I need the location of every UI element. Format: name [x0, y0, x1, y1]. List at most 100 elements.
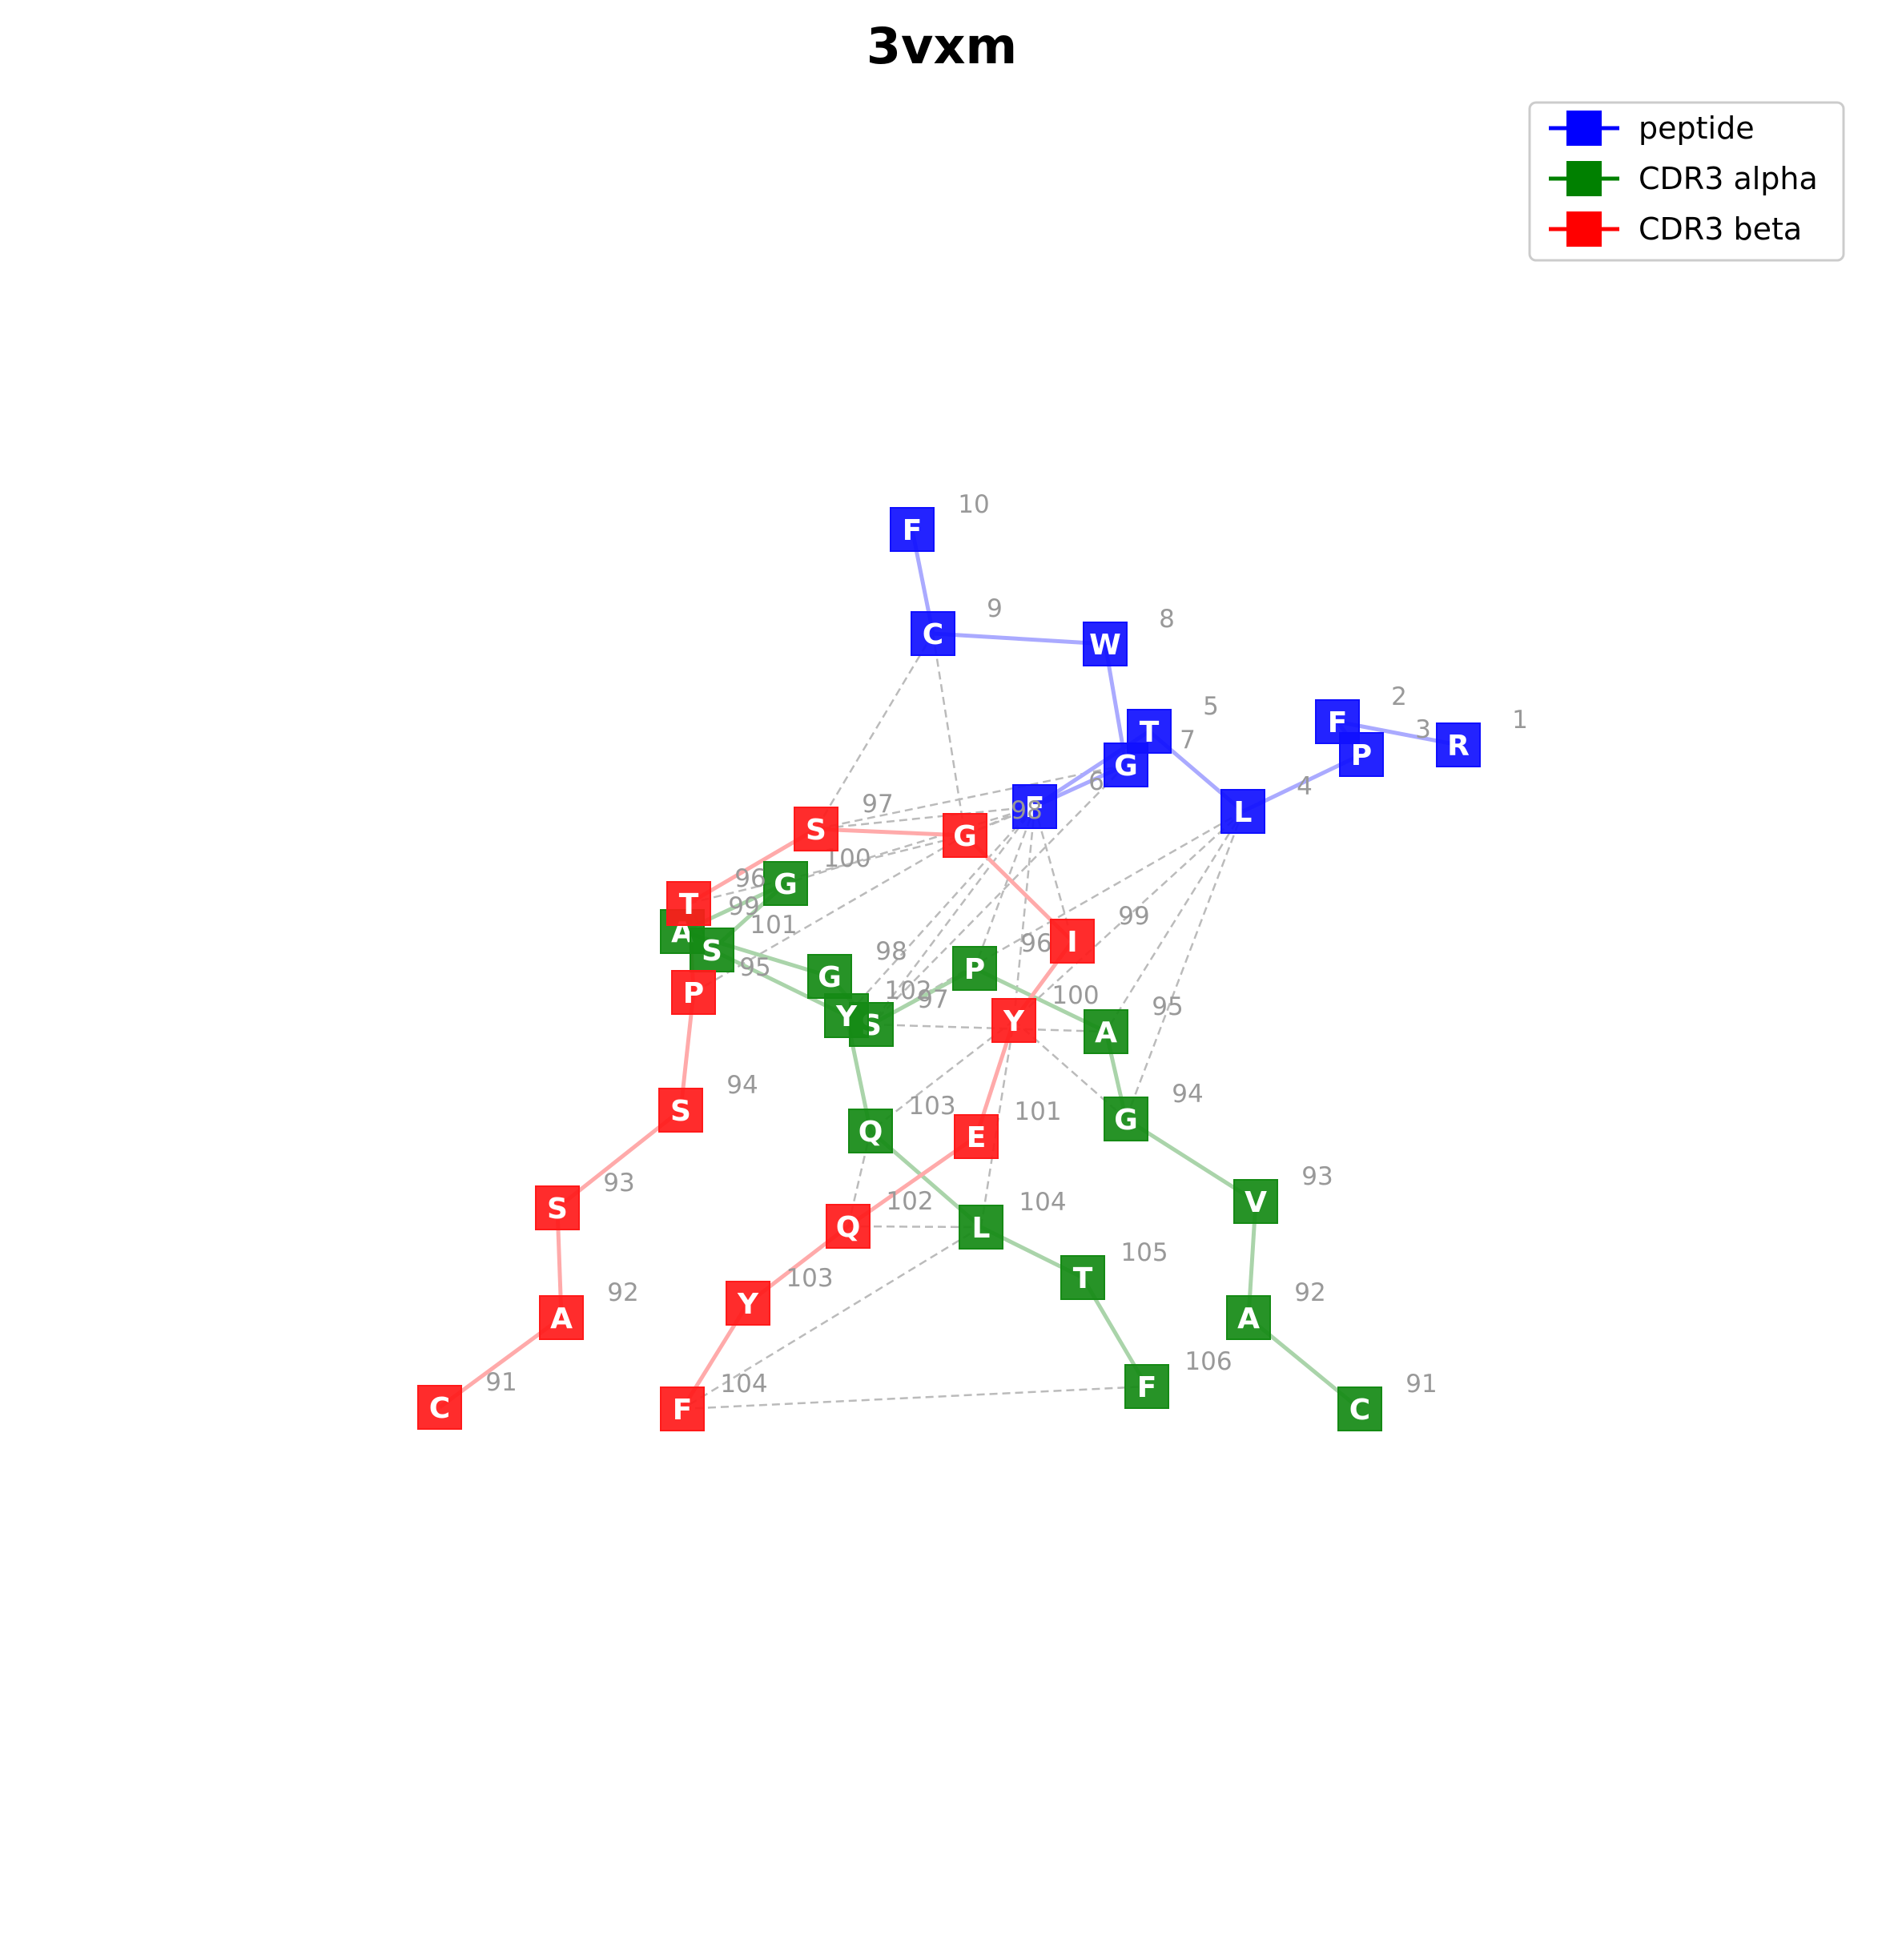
beta-residue-letter: G — [953, 820, 977, 853]
beta-residue-node: I 99 — [1050, 902, 1150, 964]
beta-residue-letter: Y — [737, 1288, 759, 1321]
alpha-residue-number: 106 — [1184, 1347, 1232, 1376]
beta-residue-node: Q 102 — [826, 1187, 934, 1249]
alpha-residue-number: 92 — [1294, 1278, 1325, 1307]
alpha-residue-letter: A — [1095, 1016, 1117, 1049]
peptide-residue-node: W8 — [1083, 605, 1175, 666]
alpha-residue-node: A 95 — [1084, 992, 1184, 1054]
alpha-residue-letter: Y — [835, 1000, 858, 1033]
peptide-residue-letter: G — [1114, 750, 1138, 783]
beta-residue-number: 104 — [720, 1370, 767, 1399]
peptide-residue-letter: F — [1025, 791, 1045, 824]
alpha-residue-letter: P — [964, 953, 985, 986]
peptide-residue-node: R1 — [1436, 706, 1528, 767]
contact-edge — [693, 834, 966, 994]
beta-residue-node: S 94 — [658, 1071, 758, 1133]
beta-residue-node: Y 103 — [726, 1264, 834, 1326]
beta-residue-number: 96 — [734, 864, 766, 893]
contact-edge — [871, 806, 1035, 1025]
beta-residue-node: Y 100 — [991, 981, 1100, 1043]
alpha-residue-box — [848, 1109, 893, 1153]
peptide-residue-number: 8 — [1159, 605, 1175, 634]
beta-residue-number: 97 — [862, 790, 893, 819]
alpha-residue-box — [1124, 1364, 1169, 1409]
peptide-residue-box — [1104, 743, 1148, 787]
alpha-residue-number: 102 — [884, 976, 931, 1005]
beta-residue-node: A 92 — [539, 1278, 639, 1340]
legend-label: CDR3 beta — [1639, 211, 1802, 247]
alpha-residue-node: G 98 — [807, 937, 907, 999]
legend-item: CDR3 alpha — [1549, 161, 1818, 196]
beta-residue-node: C 91 — [417, 1368, 517, 1430]
peptide-residue-box — [1220, 789, 1265, 834]
beta-residue-node: T 96 — [666, 864, 766, 926]
beta-residue-letter: I — [1067, 926, 1077, 959]
alpha-residue-number: 95 — [1152, 992, 1183, 1021]
alpha-residue-node: G 94 — [1104, 1080, 1204, 1141]
alpha-residue-letter: G — [818, 961, 842, 994]
contact-edge — [871, 1023, 1107, 1033]
beta-residue-number: 102 — [886, 1187, 933, 1216]
contact-edge — [1013, 811, 1244, 1021]
alpha-residue-number: 99 — [728, 892, 759, 921]
alpha-residue-number: 104 — [1019, 1188, 1066, 1217]
beta-residue-letter: A — [550, 1302, 573, 1335]
beta-residue-node: S 97 — [794, 790, 894, 851]
beta-residue-node: P 95 — [671, 953, 771, 1015]
legend-item: CDR3 beta — [1549, 211, 1802, 247]
alpha-residue-node: C 91 — [1337, 1370, 1438, 1431]
beta-residue-number: 100 — [1052, 981, 1099, 1010]
peptide-residue-box — [1436, 722, 1481, 767]
beta-residue-box — [943, 813, 987, 858]
peptide-residue-box — [1012, 784, 1057, 829]
legend-swatch — [1566, 111, 1602, 146]
beta-residue-box — [826, 1204, 871, 1249]
alpha-residue-node: S97 — [849, 985, 949, 1047]
contact-edge — [1124, 811, 1245, 1120]
peptide-residue-number: 1 — [1512, 706, 1528, 734]
peptide-residue-node: C9 — [911, 594, 1003, 656]
alpha-residue-node: T 105 — [1060, 1238, 1168, 1300]
beta-residue-letter: C — [429, 1392, 450, 1425]
peptide-residue-number: 10 — [958, 490, 989, 519]
peptide-residue-box — [911, 611, 955, 656]
peptide-residue-number: 6 — [1088, 767, 1104, 796]
beta-residue-number: 92 — [607, 1278, 638, 1307]
alpha-residue-letter: L — [972, 1212, 991, 1245]
alpha-residue-box — [952, 946, 997, 991]
peptide-residue-box — [1083, 622, 1128, 666]
beta-residue-letter: F — [673, 1394, 693, 1427]
legend-frame — [1528, 101, 1845, 262]
beta-residue-box — [991, 998, 1036, 1043]
beta-residue-number: 94 — [726, 1071, 758, 1100]
peptide-residue-number: 4 — [1297, 772, 1313, 801]
peptide-residue-number: 5 — [1203, 692, 1219, 721]
alpha-residue-number: 103 — [908, 1092, 955, 1121]
contact-edge — [1012, 806, 1036, 1021]
alpha-residue-box — [959, 1205, 1003, 1250]
beta-residue-letter: S — [806, 814, 826, 847]
contact-edge — [815, 763, 1127, 831]
alpha-residue-number: 105 — [1120, 1238, 1168, 1267]
alpha-residue-number: 98 — [875, 937, 907, 966]
peptide-residue-letter: L — [1234, 796, 1253, 829]
alpha-residue-box — [1337, 1386, 1382, 1431]
contact-edge — [973, 806, 1036, 969]
beta-residue-letter: S — [670, 1095, 691, 1128]
beta-residue-box — [666, 881, 711, 926]
beta-residue-box — [658, 1088, 703, 1133]
alpha-residue-box — [690, 928, 734, 972]
beta-residue-number: 101 — [1014, 1097, 1061, 1126]
alpha-residue-letter: T — [1073, 1262, 1093, 1295]
peptide-residue-box — [1339, 732, 1384, 777]
peptide-residue-number: 9 — [987, 594, 1003, 623]
contact-edge — [688, 834, 966, 905]
legend: peptide CDR3 alpha CDR3 beta — [1528, 101, 1845, 262]
contact-edge — [815, 805, 1035, 831]
alpha-residue-number: 97 — [917, 985, 948, 1014]
beta-residue-number: 93 — [603, 1169, 634, 1197]
contact-edge — [847, 1225, 982, 1229]
beta-residue-box — [1050, 919, 1095, 964]
alpha-residue-number: 93 — [1301, 1162, 1333, 1191]
